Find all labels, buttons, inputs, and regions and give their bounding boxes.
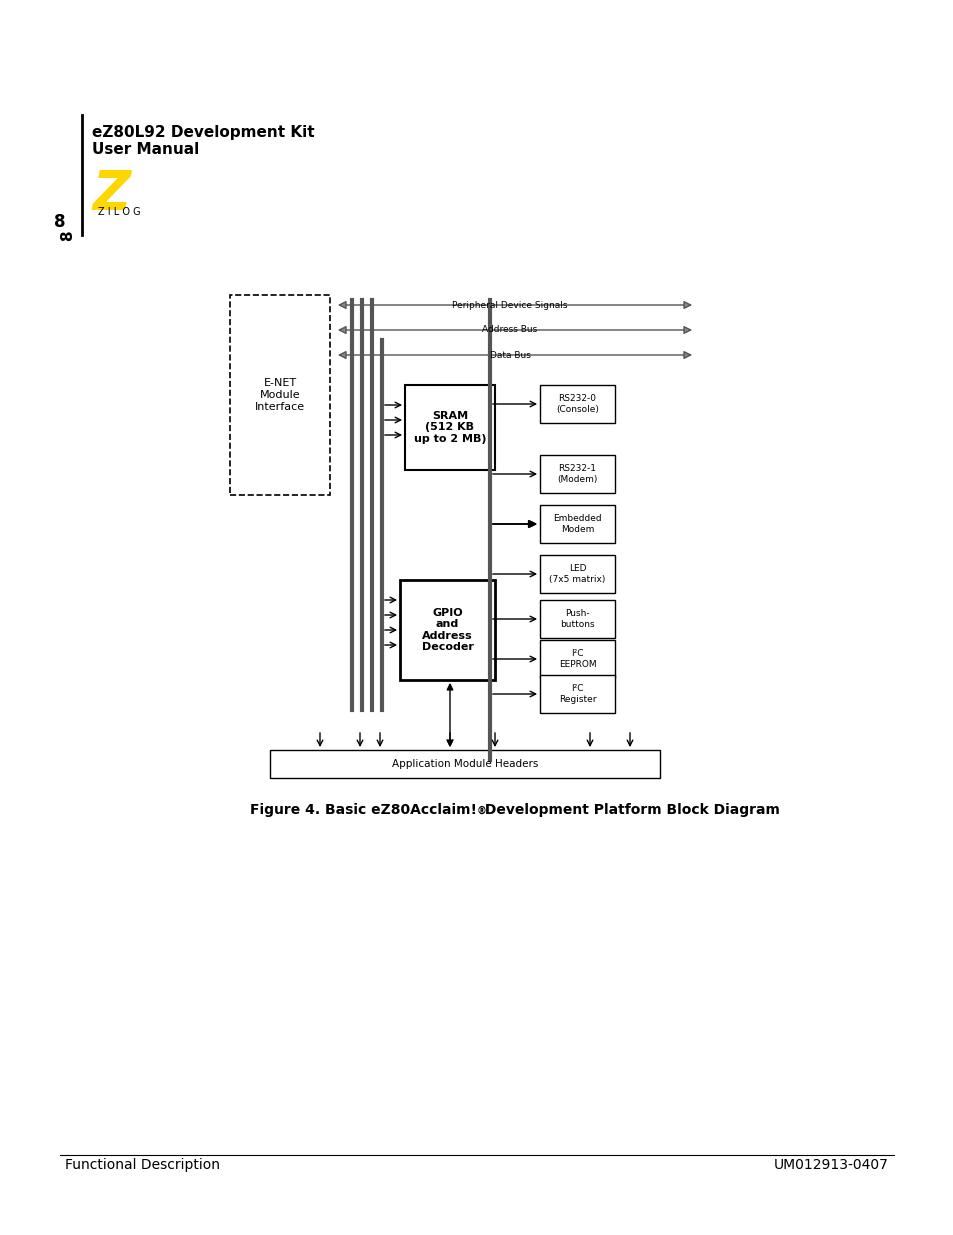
Text: Application Module Headers: Application Module Headers	[392, 760, 537, 769]
FancyBboxPatch shape	[270, 750, 659, 778]
Text: 8: 8	[60, 230, 75, 241]
FancyBboxPatch shape	[539, 640, 615, 678]
FancyBboxPatch shape	[539, 600, 615, 638]
FancyBboxPatch shape	[230, 295, 330, 495]
Text: Z I L O G: Z I L O G	[98, 207, 140, 217]
FancyBboxPatch shape	[405, 385, 495, 471]
FancyBboxPatch shape	[539, 555, 615, 593]
FancyBboxPatch shape	[539, 454, 615, 493]
FancyBboxPatch shape	[539, 385, 615, 424]
Text: Functional Description: Functional Description	[65, 1158, 220, 1172]
Text: Figure 4. Basic eZ80Acclaim!: Figure 4. Basic eZ80Acclaim!	[250, 803, 476, 818]
FancyBboxPatch shape	[399, 580, 495, 680]
Text: Peripheral Device Signals: Peripheral Device Signals	[452, 300, 567, 310]
Text: Data Bus: Data Bus	[489, 351, 530, 359]
Text: I²C
EEPROM: I²C EEPROM	[558, 650, 596, 668]
Text: RS232-1
(Modem): RS232-1 (Modem)	[557, 464, 598, 484]
Text: LED
(7x5 matrix): LED (7x5 matrix)	[549, 564, 605, 584]
Text: Development Platform Block Diagram: Development Platform Block Diagram	[479, 803, 779, 818]
Text: UM012913-0407: UM012913-0407	[773, 1158, 888, 1172]
Text: E-NET
Module
Interface: E-NET Module Interface	[254, 378, 305, 411]
Text: Address Bus: Address Bus	[482, 326, 537, 335]
Text: I²C
Register: I²C Register	[558, 684, 596, 704]
Text: SRAM
(512 KB
up to 2 MB): SRAM (512 KB up to 2 MB)	[414, 411, 486, 445]
Text: RS232-0
(Console): RS232-0 (Console)	[556, 394, 598, 414]
Text: Embedded
Modem: Embedded Modem	[553, 514, 601, 534]
Text: Z: Z	[91, 168, 131, 220]
Text: eZ80L92 Development Kit
User Manual: eZ80L92 Development Kit User Manual	[91, 125, 314, 157]
Text: Push-
buttons: Push- buttons	[559, 609, 594, 629]
Text: 8: 8	[54, 212, 66, 231]
Text: ®: ®	[476, 806, 486, 816]
Text: GPIO
and
Address
Decoder: GPIO and Address Decoder	[421, 608, 473, 652]
FancyBboxPatch shape	[539, 505, 615, 543]
FancyBboxPatch shape	[539, 676, 615, 713]
